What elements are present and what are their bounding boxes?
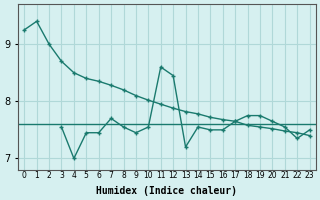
- X-axis label: Humidex (Indice chaleur): Humidex (Indice chaleur): [96, 186, 237, 196]
